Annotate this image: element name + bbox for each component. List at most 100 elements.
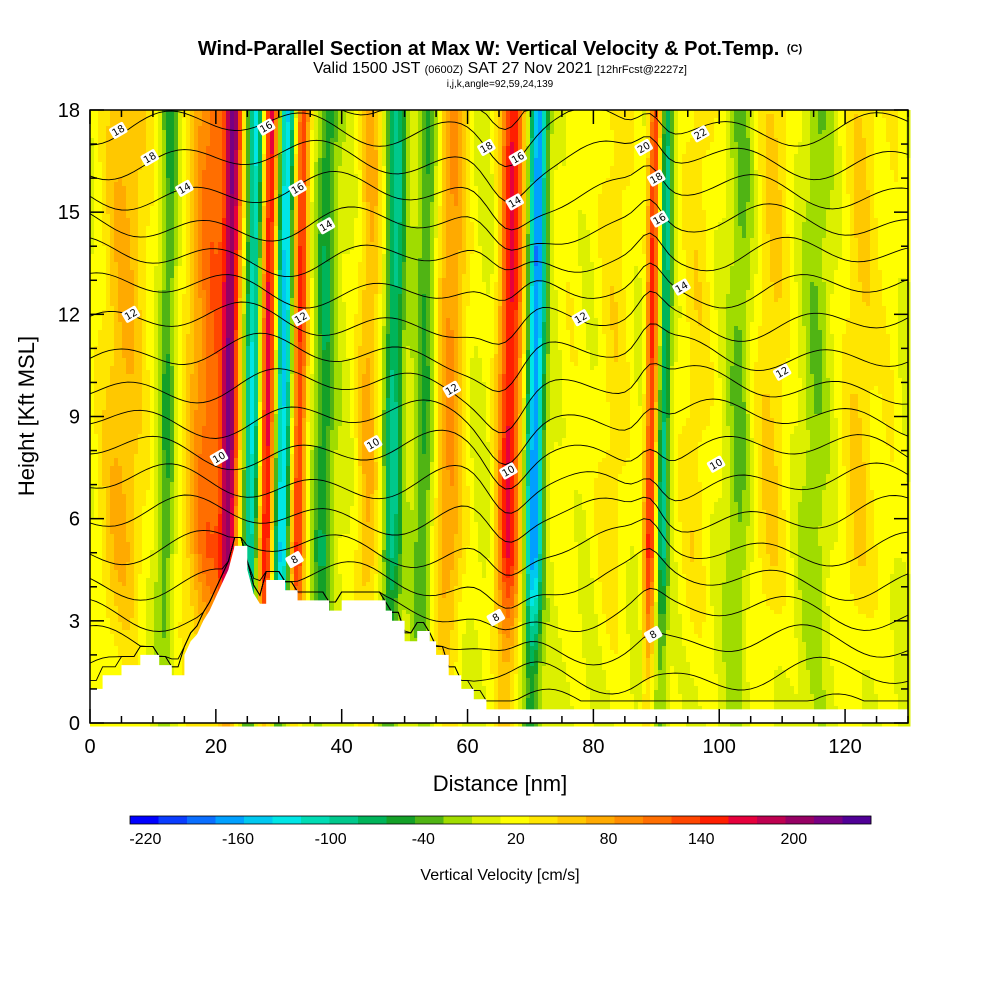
heatmap-cell bbox=[178, 138, 183, 143]
heatmap-cell bbox=[434, 154, 439, 159]
heatmap-cell bbox=[390, 130, 395, 135]
heatmap-cell bbox=[598, 146, 603, 151]
heatmap-cell bbox=[726, 142, 731, 147]
heatmap-cell bbox=[818, 174, 823, 179]
heatmap-cell bbox=[134, 190, 139, 195]
heatmap-cell bbox=[550, 126, 555, 131]
heatmap-cell bbox=[542, 118, 547, 123]
heatmap-cell bbox=[406, 158, 411, 163]
heatmap-cell bbox=[498, 130, 503, 135]
heatmap-cell bbox=[746, 166, 751, 171]
heatmap-cell bbox=[490, 134, 495, 139]
heatmap-cell bbox=[610, 170, 615, 175]
heatmap-cell bbox=[102, 114, 107, 119]
heatmap-cell bbox=[426, 134, 431, 139]
heatmap-cell bbox=[334, 190, 339, 195]
heatmap-cell bbox=[350, 190, 355, 195]
heatmap-cell bbox=[210, 134, 215, 139]
heatmap-cell bbox=[526, 162, 531, 167]
heatmap-cell bbox=[214, 166, 219, 171]
heatmap-cell bbox=[458, 146, 463, 151]
heatmap-cell bbox=[398, 150, 403, 155]
heatmap-cell bbox=[162, 122, 167, 127]
heatmap-cell bbox=[418, 190, 423, 195]
heatmap-cell bbox=[494, 138, 499, 143]
heatmap-cell bbox=[138, 182, 143, 187]
heatmap-cell bbox=[690, 174, 695, 179]
heatmap-cell bbox=[98, 154, 103, 159]
heatmap-cell bbox=[366, 190, 371, 195]
heatmap-cell bbox=[102, 186, 107, 191]
heatmap-cell bbox=[350, 198, 355, 203]
heatmap-cell bbox=[350, 178, 355, 183]
heatmap-cell bbox=[638, 186, 643, 191]
heatmap-cell bbox=[846, 182, 851, 187]
heatmap-cell bbox=[690, 190, 695, 195]
heatmap-cell bbox=[530, 194, 535, 199]
heatmap-cell bbox=[294, 162, 299, 167]
heatmap-cell bbox=[698, 150, 703, 155]
heatmap-cell bbox=[550, 170, 555, 175]
heatmap-cell bbox=[482, 190, 487, 195]
heatmap-cell bbox=[750, 118, 755, 123]
heatmap-cell bbox=[530, 178, 535, 183]
heatmap-cell bbox=[502, 158, 507, 163]
heatmap-cell bbox=[854, 190, 859, 195]
heatmap-cell bbox=[442, 166, 447, 171]
heatmap-cell bbox=[426, 190, 431, 195]
heatmap-cell bbox=[578, 174, 583, 179]
heatmap-cell bbox=[242, 142, 247, 147]
heatmap-cell bbox=[366, 126, 371, 131]
heatmap-cell bbox=[486, 130, 491, 135]
heatmap-cell bbox=[606, 174, 611, 179]
heatmap-cell bbox=[306, 198, 311, 203]
heatmap-cell bbox=[546, 162, 551, 167]
heatmap-cell bbox=[838, 118, 843, 123]
heatmap-cell bbox=[894, 122, 899, 127]
heatmap-cell bbox=[774, 166, 779, 171]
heatmap-cell bbox=[270, 166, 275, 171]
heatmap-cell bbox=[106, 178, 111, 183]
heatmap-cell bbox=[802, 150, 807, 155]
heatmap-cell bbox=[518, 182, 523, 187]
heatmap-cell bbox=[526, 138, 531, 143]
heatmap-cell bbox=[618, 190, 623, 195]
heatmap-cell bbox=[426, 130, 431, 135]
heatmap-cell bbox=[578, 134, 583, 139]
heatmap-cell bbox=[886, 174, 891, 179]
heatmap-cell bbox=[670, 174, 675, 179]
heatmap-cell bbox=[806, 130, 811, 135]
heatmap-cell bbox=[894, 154, 899, 159]
heatmap-cell bbox=[358, 166, 363, 171]
heatmap-cell bbox=[746, 182, 751, 187]
heatmap-cell bbox=[318, 126, 323, 131]
heatmap-cell bbox=[710, 190, 715, 195]
heatmap-cell bbox=[866, 150, 871, 155]
heatmap-cell bbox=[430, 166, 435, 171]
heatmap-cell bbox=[154, 142, 159, 147]
heatmap-cell bbox=[134, 138, 139, 143]
heatmap-cell bbox=[158, 186, 163, 191]
heatmap-cell bbox=[294, 122, 299, 127]
heatmap-cell bbox=[94, 114, 99, 119]
heatmap-cell bbox=[622, 130, 627, 135]
heatmap-cell bbox=[158, 122, 163, 127]
heatmap-cell bbox=[174, 178, 179, 183]
heatmap-cell bbox=[118, 154, 123, 159]
heatmap-cell bbox=[710, 158, 715, 163]
heatmap-cell bbox=[638, 190, 643, 195]
heatmap-cell bbox=[834, 162, 839, 167]
heatmap-cell bbox=[482, 182, 487, 187]
heatmap-cell bbox=[830, 154, 835, 159]
heatmap-cell bbox=[734, 182, 739, 187]
heatmap-cell bbox=[518, 186, 523, 191]
heatmap-cell bbox=[146, 198, 151, 203]
heatmap-cell bbox=[718, 194, 723, 199]
heatmap-cell bbox=[666, 118, 671, 123]
heatmap-cell bbox=[822, 146, 827, 151]
heatmap-cell bbox=[226, 166, 231, 171]
heatmap-cell bbox=[138, 170, 143, 175]
heatmap-cell bbox=[530, 134, 535, 139]
heatmap-cell bbox=[766, 122, 771, 127]
heatmap-cell bbox=[774, 150, 779, 155]
